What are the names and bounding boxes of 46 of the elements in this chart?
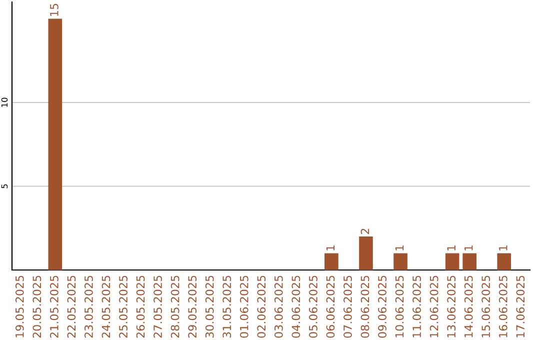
x-tick-label: 11.06.2025 [412,276,421,338]
bar [462,253,476,270]
bar [48,18,62,270]
x-tick-label: 07.06.2025 [344,276,352,338]
x-tick-label: 26.05.2025 [136,276,145,338]
bar [497,253,512,270]
x-tick-label: 04.06.2025 [292,276,300,338]
x-tick-label: 22.05.2025 [67,276,76,338]
x-tick-label: 09.06.2025 [378,276,386,338]
x-tick-label: 15.06.2025 [482,276,490,338]
x-tick-label: 20.05.2025 [32,276,42,338]
y-tick-label: 10 [1,98,8,107]
x-tick-label: 14.06.2025 [464,276,473,338]
y-tick-label: 5 [1,184,8,188]
data-label: 1 [395,246,404,250]
bar [324,253,338,270]
bar [359,236,373,270]
x-tick-label: 25.05.2025 [119,276,128,338]
x-tick-label: 08.06.2025 [360,276,370,338]
x-tick-label: 19.05.2025 [15,276,24,338]
x-tick-label: 01.06.2025 [240,276,248,338]
data-label: 1 [499,246,508,250]
x-tick-label: 23.05.2025 [84,276,93,338]
x-tick-label: 12.06.2025 [430,276,438,338]
data-label: 1 [464,246,473,250]
x-tick-label: 24.05.2025 [102,276,110,338]
data-label: 15 [50,4,58,16]
data-label: 2 [360,228,370,234]
x-tick-label: 31.05.2025 [222,276,232,338]
bar [394,253,408,270]
x-tick-label: 27.05.2025 [154,276,162,338]
x-tick-label: 28.05.2025 [170,276,180,338]
x-tick-label: 30.05.2025 [205,276,214,338]
x-tick-label: 03.06.2025 [274,276,283,338]
x-tick-label: 06.06.2025 [326,276,335,338]
x-tick-label: 10.06.2025 [395,276,404,338]
x-tick-label: 02.06.2025 [257,276,266,338]
x-tick-label: 21.05.2025 [50,276,58,338]
x-tick-label: 13.06.2025 [447,276,456,338]
x-tick-label: 17.06.2025 [516,276,525,338]
x-tick-label: 16.06.2025 [498,276,508,338]
x-tick-label: 05.06.2025 [308,276,318,338]
x-tick-label: 29.05.2025 [188,276,197,338]
bar [445,253,460,270]
data-label: 1 [326,246,334,250]
data-label: 1 [447,246,456,250]
